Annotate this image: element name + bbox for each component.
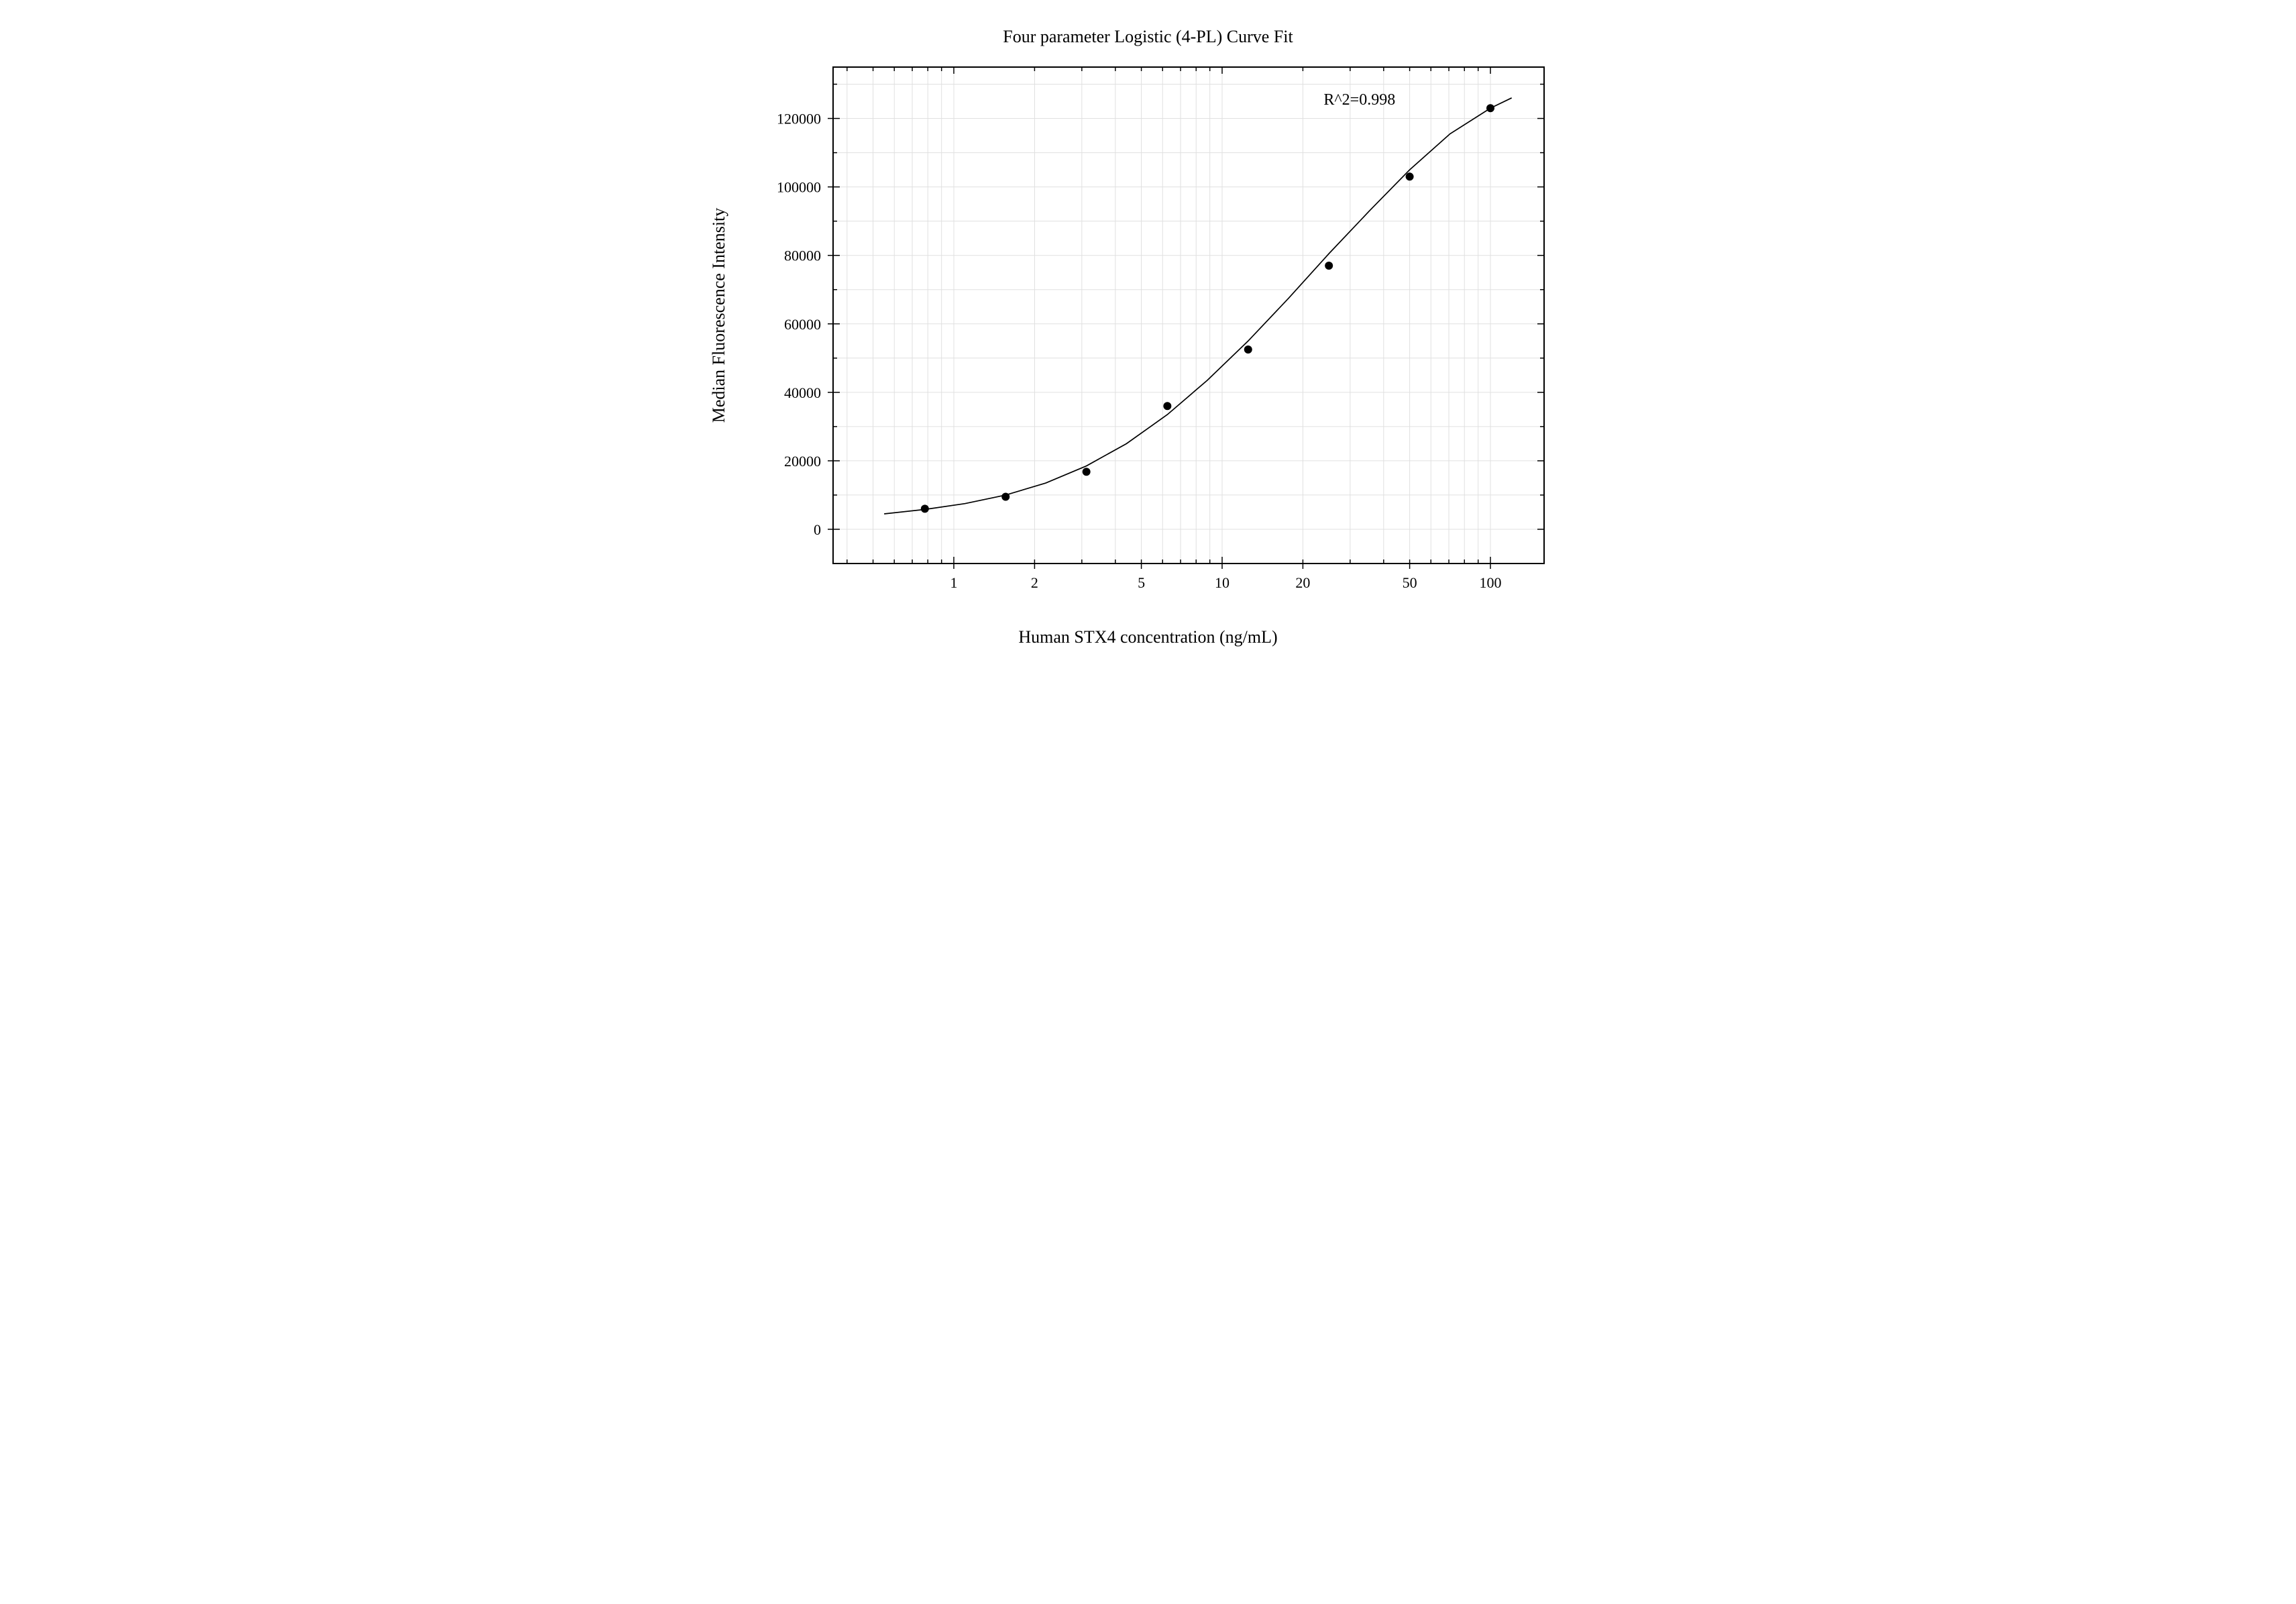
data-point: [1486, 104, 1494, 112]
y-tick-label: 120000: [777, 111, 821, 127]
x-tick-label: 1: [950, 574, 957, 591]
x-tick-label: 100: [1479, 574, 1501, 591]
y-tick-label: 60000: [784, 316, 821, 333]
y-tick-label: 0: [814, 521, 821, 538]
data-point: [1001, 492, 1009, 500]
x-tick-label: 20: [1295, 574, 1310, 591]
data-point: [1082, 468, 1090, 476]
chart-container: Four parameter Logistic (4-PL) Curve Fit…: [645, 0, 1651, 704]
data-point: [1325, 262, 1333, 270]
data-point: [920, 504, 928, 513]
r-squared-annotation: R^2=0.998: [1323, 91, 1395, 109]
x-tick-label: 10: [1215, 574, 1229, 591]
y-tick-label: 40000: [784, 384, 821, 401]
data-point: [1405, 172, 1413, 180]
x-tick-label: 2: [1030, 574, 1038, 591]
data-point: [1244, 345, 1252, 354]
x-axis-label: Human STX4 concentration (ng/mL): [645, 627, 1651, 647]
fit-curve: [884, 98, 1512, 514]
data-point: [1163, 402, 1171, 410]
chart-plot: 1 2 5 10 20 50 100 0 20000 40000 60000 80000 100000 1…: [645, 0, 1651, 704]
chart-title: Four parameter Logistic (4-PL) Curve Fit: [645, 27, 1651, 47]
y-axis-label: Median Fluorescence Intensity: [709, 201, 729, 429]
y-tick-label: 20000: [784, 453, 821, 470]
y-tick-label: 100000: [777, 179, 821, 196]
x-tick-label: 50: [1402, 574, 1417, 591]
y-tick-label: 80000: [784, 248, 821, 264]
x-tick-label: 5: [1138, 574, 1145, 591]
